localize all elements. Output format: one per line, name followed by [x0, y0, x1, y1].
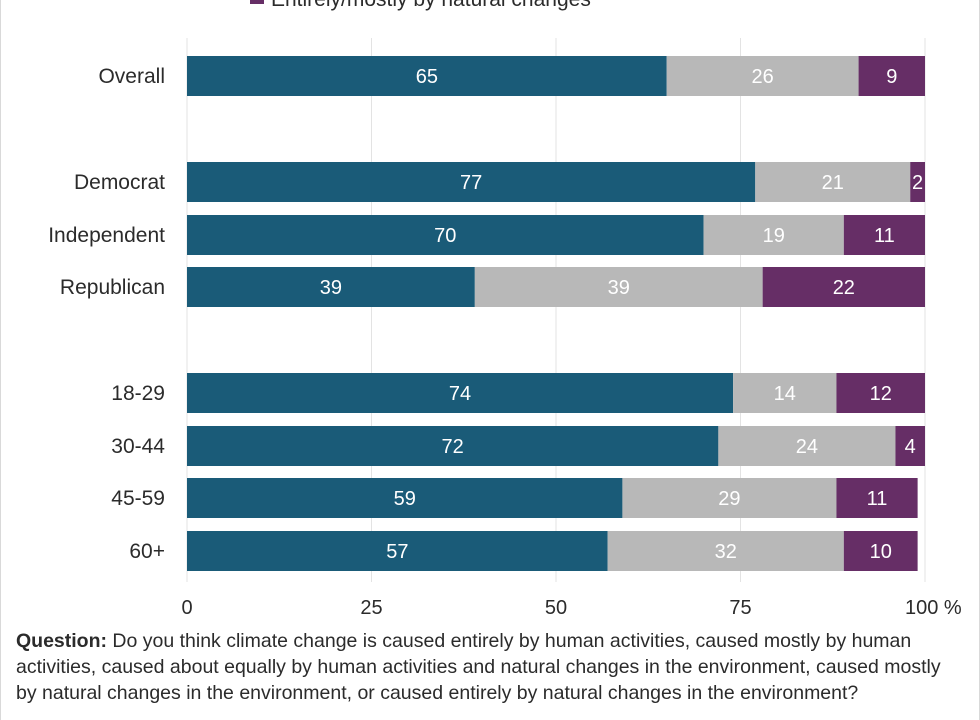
bar-natural: [895, 426, 925, 466]
category-label: Independent: [48, 224, 165, 247]
value-label: 39: [320, 277, 342, 299]
bar-equal: [474, 267, 763, 307]
bar-human: [187, 531, 608, 571]
value-label: 11: [867, 488, 888, 510]
question-note: Question: Do you think climate change is…: [16, 628, 966, 706]
value-label: 70: [434, 225, 456, 247]
left-border: [0, 0, 1, 720]
category-label: Overall: [98, 65, 165, 88]
value-label: 39: [608, 277, 630, 299]
question-text: Do you think climate change is caused en…: [16, 630, 941, 704]
bar-natural: [858, 56, 925, 96]
bar-equal: [607, 531, 844, 571]
bar-natural: [910, 162, 925, 202]
x-tick-label: 0: [181, 597, 192, 619]
bar-human: [187, 215, 704, 255]
legend-label-natural: Entirely/mostly by natural changes: [271, 0, 591, 11]
x-tick-label: 50: [545, 597, 567, 619]
bar-human: [187, 478, 623, 518]
value-label: 72: [442, 436, 464, 458]
value-label: 32: [715, 541, 737, 563]
bar-equal: [666, 56, 859, 96]
value-label: 14: [774, 383, 796, 405]
bar-natural: [836, 373, 925, 413]
bar-natural: [843, 215, 925, 255]
bars: 65 26 9 77 21 2 70 19 11 39 39 22 74 14 12 72 24 4 59 29 11 5…: [187, 56, 925, 571]
value-label: 59: [394, 488, 416, 510]
value-label: 11: [874, 225, 895, 247]
value-label: 21: [822, 172, 844, 194]
x-tick-label: 75: [729, 597, 751, 619]
value-label: 4: [905, 436, 916, 458]
stacked-bar-chart: Entirely/mostly by natural changes 65 26 9…: [48, 0, 962, 619]
bar-human: [187, 267, 475, 307]
x-axis-ticks: 0 25 50 75 100 %: [181, 597, 961, 619]
category-label: Republican: [60, 276, 165, 299]
bar-natural: [843, 531, 918, 571]
category-label: 18-29: [111, 382, 165, 405]
legend: Entirely/mostly by natural changes: [250, 0, 591, 11]
x-tick-label: 100 %: [905, 597, 962, 619]
value-label: 2: [912, 172, 923, 194]
value-label: 29: [718, 488, 740, 510]
legend-swatch-natural: [250, 0, 264, 4]
value-label: 65: [416, 66, 438, 88]
value-label: 77: [460, 172, 482, 194]
bar-human: [187, 56, 667, 96]
value-label: 74: [449, 383, 471, 405]
bar-natural: [762, 267, 925, 307]
question-label: Question:: [16, 630, 107, 652]
value-label: 19: [763, 225, 785, 247]
category-label: 30-44: [111, 435, 165, 458]
category-label: Democrat: [74, 171, 165, 194]
value-label: 22: [833, 277, 855, 299]
value-label: 9: [886, 66, 897, 88]
bar-human: [187, 426, 719, 466]
value-label: 26: [752, 66, 774, 88]
bar-equal: [718, 426, 896, 466]
category-label: 45-59: [111, 487, 165, 510]
category-labels: Overall Democrat Independent Republican 18-2…: [48, 65, 165, 563]
bar-human: [187, 162, 756, 202]
bar-human: [187, 373, 734, 413]
bar-equal: [755, 162, 911, 202]
value-label: 12: [870, 383, 892, 405]
value-label: 57: [386, 541, 408, 563]
value-label: 10: [870, 541, 892, 563]
bar-equal: [622, 478, 837, 518]
value-label: 24: [796, 436, 818, 458]
bar-equal: [703, 215, 844, 255]
x-tick-label: 25: [360, 597, 382, 619]
bar-natural: [836, 478, 918, 518]
category-label: 60+: [129, 540, 165, 563]
bar-equal: [733, 373, 837, 413]
